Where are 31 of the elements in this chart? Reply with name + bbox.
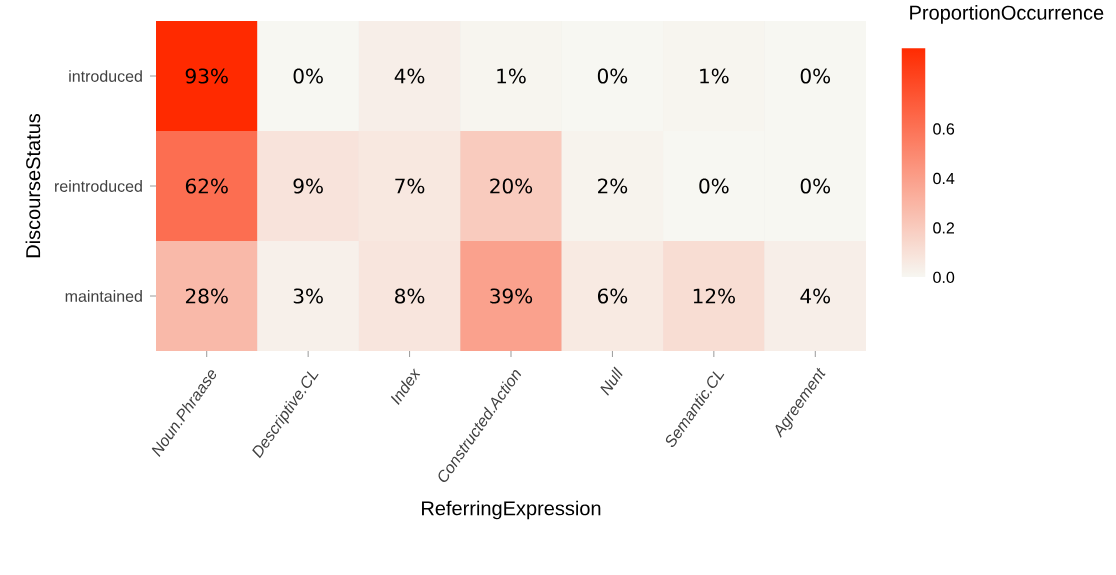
data-label: 0% (699, 178, 729, 194)
y-tick-label: maintained (65, 290, 142, 302)
data-label: 2% (598, 178, 628, 194)
data-label: 39% (490, 288, 533, 304)
data-label: 9% (293, 178, 323, 194)
color-bar-title: ProportionOccurrence (910, 5, 1104, 24)
color-bar-label: 0.6 (933, 123, 955, 135)
color-bar-label: 0.0 (933, 271, 955, 284)
data-label: 4% (800, 288, 831, 304)
x-axis-title: ReferringExpression (422, 500, 601, 520)
y-tick-label: introduced (69, 70, 142, 82)
data-label: 20% (490, 178, 533, 194)
data-label: 1% (700, 68, 729, 84)
data-label: 62% (185, 178, 228, 194)
data-label: 0% (597, 68, 628, 84)
data-label: 0% (293, 68, 323, 84)
data-label: 8% (395, 288, 425, 304)
y-tick-label: reintroduced (55, 180, 142, 192)
data-label: 3% (293, 288, 323, 304)
data-label: 6% (597, 288, 628, 304)
data-label: 7% (395, 178, 425, 194)
color-bar-label: 0.2 (933, 222, 954, 234)
data-label: 12% (693, 288, 735, 304)
data-label: 28% (185, 288, 228, 304)
data-label: 0% (800, 68, 831, 84)
color-bar-label: 0.4 (933, 172, 955, 185)
y-axis-title: DiscourseStatus (25, 113, 41, 258)
data-label: 4% (394, 68, 425, 84)
data-label: 0% (800, 178, 831, 194)
data-label: 93% (185, 68, 228, 84)
data-label: 1% (497, 68, 526, 84)
